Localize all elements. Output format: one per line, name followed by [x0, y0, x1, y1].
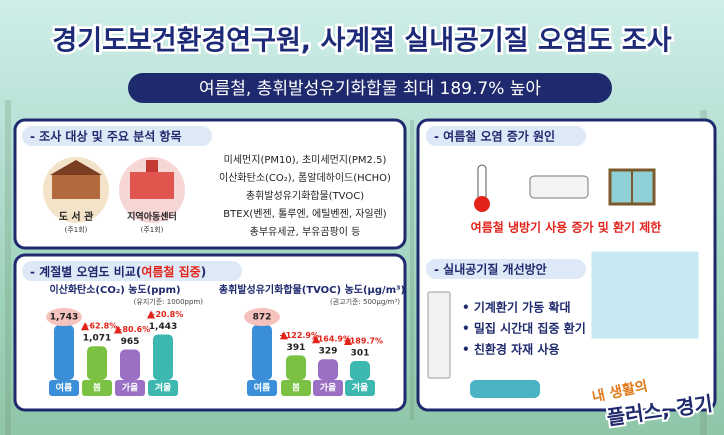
survey-item: 총휘발성유기화합물(TVOC) [246, 190, 364, 202]
value-label: 1,443 [149, 322, 177, 332]
category-label: 겨울 [155, 382, 172, 394]
center-building [130, 172, 174, 199]
survey-panel [13, 118, 407, 250]
library-building [52, 175, 100, 199]
category-tab [115, 380, 145, 396]
comparison-panel [13, 253, 407, 412]
bar [120, 349, 140, 380]
chart-standard: (유지기준: 1000ppm) [134, 297, 204, 306]
increase-arrow [81, 322, 89, 331]
heading-text: - 계절별 오염도 비교( [30, 264, 141, 279]
air-purifier [427, 291, 451, 379]
bar [87, 346, 107, 380]
increase-label: +20.8% [149, 310, 183, 319]
survey-item: 총부유세균, 부유곰팡이 등 [250, 226, 361, 238]
comparison-heading-pill [22, 261, 242, 281]
bar [350, 361, 370, 380]
improvements-heading: - 실내공기질 개선방안 [434, 262, 547, 277]
room-window [588, 248, 702, 342]
category-tab [82, 380, 112, 396]
value-label: 301 [351, 349, 370, 359]
value-label: 1,071 [83, 334, 111, 344]
value-label: 391 [287, 343, 306, 353]
site-name: 지역아동센터 [127, 211, 177, 223]
category-label: 가을 [122, 382, 139, 394]
value-bubble [46, 308, 82, 326]
survey-items: 미세먼지(PM10), 초미세먼지(PM2.5) 이산화탄소(CO₂), 폼알데하… [219, 154, 391, 238]
survey-heading: - 조사 대상 및 주요 분석 항목 [30, 129, 182, 144]
category-tab [313, 380, 343, 396]
title: 경기도보건환경연구원, 사계절 실내공기질 오염도 조사 [52, 26, 671, 57]
category-tab [345, 380, 375, 396]
chart-title: 이산화탄소(CO₂) 농도(ppm) [49, 283, 180, 296]
value-label: 1,743 [50, 313, 78, 323]
chart-title: 총휘발성유기화합물(TVOC) 농도(μg/m³) [219, 283, 405, 296]
category-label: 봄 [93, 383, 101, 394]
value-label: 965 [121, 337, 140, 347]
heading-text: ) [201, 265, 206, 279]
cause-icons [474, 164, 656, 212]
increase-label: +122.9% [279, 331, 319, 340]
comparison-heading: - 계절별 오염도 비교(여름철 집중) [30, 264, 206, 279]
category-label: 겨울 [352, 382, 369, 394]
increase-arrow [114, 325, 122, 334]
improvement-item: • 친환경 자재 사용 [462, 342, 559, 357]
causes-heading-pill [426, 126, 586, 146]
increase-arrow [312, 335, 320, 344]
center-tower [146, 160, 158, 172]
survey-item: 미세먼지(PM10), 초미세먼지(PM2.5) [224, 154, 387, 166]
heading-highlight: 여름철 집중 [141, 264, 200, 279]
increase-arrow [147, 310, 155, 319]
improvement-item: • 밀집 시간대 집중 환기 [462, 321, 586, 336]
bar [252, 325, 272, 380]
category-tab [247, 380, 277, 396]
value-label: 872 [253, 313, 272, 323]
survey-item: BTEX(벤젠, 톨루엔, 에틸벤젠, 자일렌) [223, 207, 387, 220]
sofa [470, 380, 540, 398]
increase-label: +62.8% [83, 322, 117, 331]
category-tab [148, 380, 178, 396]
improvement-item: • 기계환기 가동 확대 [462, 300, 571, 315]
category-tab [49, 380, 79, 396]
increase-arrow [280, 331, 288, 340]
site-name: 도 서 관 [59, 210, 94, 223]
increase-arrow [344, 337, 352, 346]
survey-item: 이산화탄소(CO₂), 폼알데하이드(HCHO) [219, 171, 391, 184]
survey-heading-pill [22, 126, 212, 146]
increase-label: +80.6% [116, 325, 150, 334]
subtitle-bar [128, 73, 612, 103]
chart-standard: (권고기준: 500μg/m³) [330, 297, 400, 306]
site-frequency: (주1회) [65, 226, 88, 234]
library-roof [50, 160, 102, 175]
bar [318, 359, 338, 380]
bar [286, 355, 306, 380]
category-label: 여름 [254, 382, 271, 394]
causes-heading: - 여름철 오염 증가 원인 [434, 129, 555, 144]
bar [153, 334, 173, 380]
value-label: 329 [319, 347, 338, 357]
site-frequency: (주1회) [141, 226, 164, 234]
subtitle: 여름철, 총휘발성유기화합물 최대 189.7% 높아 [199, 79, 541, 99]
improvements-heading-pill [426, 259, 586, 279]
increase-label: +164.9% [311, 335, 351, 344]
improvements: • 기계환기 가동 확대 • 밀집 시간대 집중 환기 • 친환경 자재 사용 [462, 300, 586, 357]
increase-label: +189.7% [343, 337, 383, 346]
category-label: 가을 [320, 382, 337, 394]
value-bubble [244, 308, 280, 326]
cause-text: 여름철 냉방기 사용 증가 및 환기 제한 [471, 220, 662, 235]
category-label: 여름 [56, 382, 73, 394]
category-label: 봄 [292, 383, 300, 394]
bar [54, 325, 74, 380]
charts: 이산화탄소(CO₂) 농도(ppm)(유지기준: 1000ppm) 여름 1,743… [46, 283, 405, 396]
category-tab [281, 380, 311, 396]
